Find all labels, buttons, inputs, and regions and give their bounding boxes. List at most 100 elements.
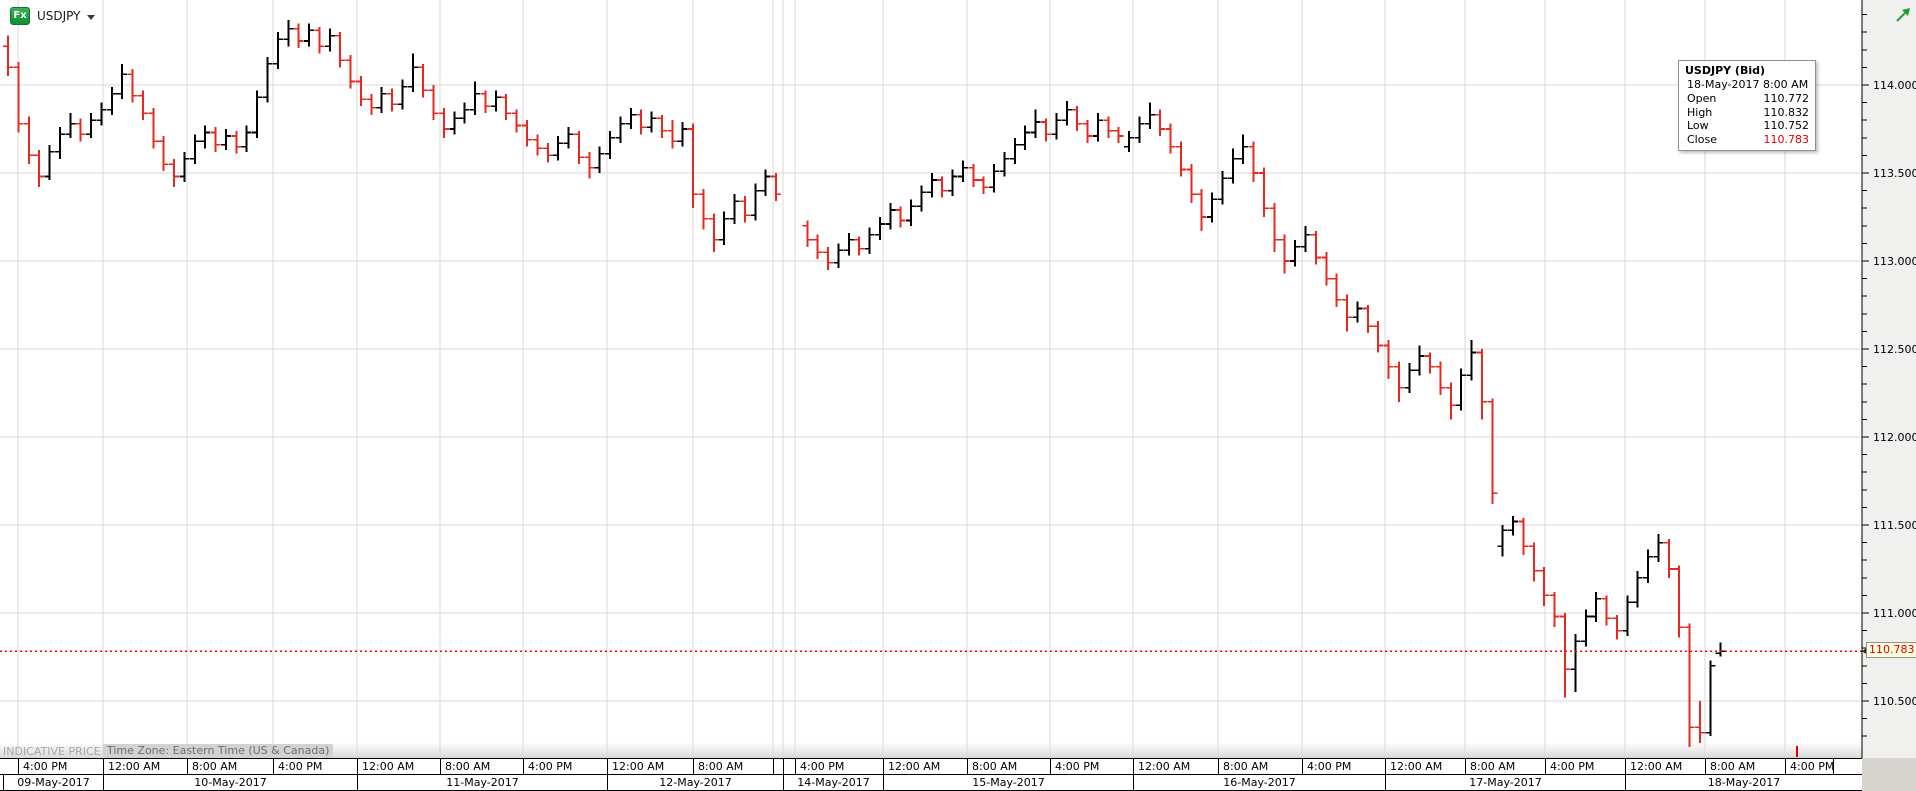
ohlc-bar bbox=[1476, 349, 1487, 420]
ohlc-bar bbox=[937, 176, 948, 198]
ohlc-bar bbox=[1020, 125, 1031, 151]
ohlc-bar bbox=[1404, 363, 1415, 393]
symbol-selector[interactable]: Fx USDJPY bbox=[10, 7, 96, 25]
ohlc-bar bbox=[823, 246, 834, 270]
ohlc-bar bbox=[1103, 116, 1114, 138]
ohlc-bar bbox=[864, 227, 875, 254]
ohlc-bar bbox=[926, 173, 937, 198]
ohlc-bar bbox=[65, 113, 76, 138]
ohlc-bar bbox=[1601, 595, 1612, 626]
ohlc-bar bbox=[1705, 660, 1716, 737]
ohlc-bar bbox=[989, 164, 1000, 193]
ohlc-bar bbox=[324, 28, 335, 52]
ohlc-bar bbox=[490, 90, 501, 112]
ohlc-bar bbox=[179, 151, 190, 182]
ohlc-bar bbox=[978, 176, 989, 195]
ohlc-bar bbox=[677, 121, 688, 147]
tooltip-close-row: Close 110.783 bbox=[1687, 132, 1809, 146]
ohlc-bar bbox=[1300, 225, 1311, 253]
ohlc-bar bbox=[1570, 634, 1581, 693]
ohlc-bar bbox=[656, 114, 667, 138]
ohlc-bar bbox=[1580, 609, 1591, 647]
ohlc-bar bbox=[916, 185, 927, 212]
price-axis-label: 111.000 bbox=[1873, 607, 1916, 620]
time-axis-cell: 4:00 PM bbox=[1545, 759, 1625, 774]
trend-arrow-icon[interactable] bbox=[1894, 5, 1914, 25]
price-axis-label: 113.000 bbox=[1873, 255, 1916, 268]
ohlc-bar bbox=[220, 129, 231, 151]
time-axis-cell: 12:00 AM bbox=[883, 759, 967, 774]
ohlc-bar bbox=[1342, 294, 1353, 332]
ohlc-bar bbox=[501, 93, 512, 121]
time-axis-cell: 8:00 AM bbox=[967, 759, 1050, 774]
ohlc-bar bbox=[376, 86, 387, 114]
time-axis-cell: 8:00 AM bbox=[440, 759, 523, 774]
ohlc-bar bbox=[968, 164, 979, 188]
ohlc-bar bbox=[729, 194, 740, 225]
ohlc-bar bbox=[636, 109, 647, 135]
ohlc-bar bbox=[438, 107, 449, 138]
ohlc-bar bbox=[532, 134, 543, 156]
price-axis-label: 113.500 bbox=[1873, 167, 1916, 180]
tooltip-title: USDJPY (Bid) bbox=[1685, 64, 1766, 77]
ohlc-bar bbox=[387, 88, 398, 112]
ohlc-bar bbox=[1041, 118, 1051, 142]
price-axis-label: 112.000 bbox=[1873, 431, 1916, 444]
ohlc-tooltip: USDJPY (Bid) 18-May-2017 8:00 AM Open 110… bbox=[1678, 60, 1816, 151]
ohlc-bar bbox=[1560, 613, 1570, 698]
ohlc-bar bbox=[407, 53, 418, 93]
timezone-label: Time Zone: Eastern Time (US & Canada) bbox=[103, 744, 334, 758]
ohlc-bar bbox=[1611, 614, 1622, 640]
price-axis-panel bbox=[1862, 0, 1916, 758]
ohlc-bar bbox=[1217, 171, 1228, 205]
ohlc-bar bbox=[86, 113, 97, 138]
ohlc-bar bbox=[1466, 340, 1477, 381]
price-axis-label: 114.000 bbox=[1873, 79, 1916, 92]
ohlc-bar bbox=[1435, 361, 1446, 395]
ohlc-bar bbox=[459, 102, 470, 124]
ohlc-bar bbox=[1030, 109, 1041, 138]
ohlc-bar bbox=[345, 55, 356, 89]
ohlc-bar bbox=[1622, 595, 1633, 636]
time-axis-cell: 12:00 AM bbox=[1625, 759, 1705, 774]
time-axis-cell bbox=[1833, 759, 1862, 774]
ohlc-bar bbox=[750, 183, 761, 221]
ohlc-bar bbox=[293, 23, 304, 49]
tooltip-high-row: High 110.832 bbox=[1687, 105, 1809, 119]
ohlc-bar bbox=[667, 120, 678, 149]
ohlc-bar bbox=[1456, 368, 1467, 411]
ohlc-bar bbox=[1238, 134, 1249, 165]
ohlc-bar bbox=[470, 81, 481, 115]
time-axis-cell: 12:00 AM bbox=[103, 759, 187, 774]
date-axis-cell: 11-May-2017 bbox=[357, 775, 607, 790]
ohlc-bar bbox=[542, 143, 553, 163]
ohlc-bar bbox=[283, 19, 294, 47]
chevron-down-icon[interactable] bbox=[87, 14, 96, 20]
ohlc-bar bbox=[1643, 549, 1654, 584]
ohlc-bar bbox=[1072, 106, 1083, 131]
ohlc-bar bbox=[106, 86, 117, 115]
date-axis-cell: 12-May-2017 bbox=[607, 775, 783, 790]
ohlc-bar bbox=[719, 211, 730, 246]
ohlc-bar bbox=[906, 199, 917, 226]
time-axis-cell: 12:00 AM bbox=[607, 759, 693, 774]
ohlc-bar bbox=[1310, 231, 1321, 265]
ohlc-bar bbox=[1092, 113, 1103, 142]
ohlc-bar bbox=[1518, 517, 1529, 555]
ohlc-bar bbox=[625, 107, 636, 129]
ohlc-bar bbox=[1144, 102, 1155, 129]
ohlc-bar bbox=[1290, 239, 1301, 267]
ohlc-bar bbox=[1393, 361, 1404, 402]
ohlc-bar bbox=[127, 69, 138, 103]
date-axis-cell: 17-May-2017 bbox=[1385, 775, 1625, 790]
ohlc-bar bbox=[44, 144, 55, 181]
ohlc-bar bbox=[418, 63, 429, 98]
ohlc-bar bbox=[1383, 340, 1394, 379]
ohlc-bar bbox=[1321, 252, 1332, 286]
time-axis-cell: 4:00 PM bbox=[273, 759, 357, 774]
ohlc-bar bbox=[137, 90, 148, 121]
ohlc-bar bbox=[189, 134, 200, 165]
time-axis-cell: 4:00 PM bbox=[18, 759, 103, 774]
